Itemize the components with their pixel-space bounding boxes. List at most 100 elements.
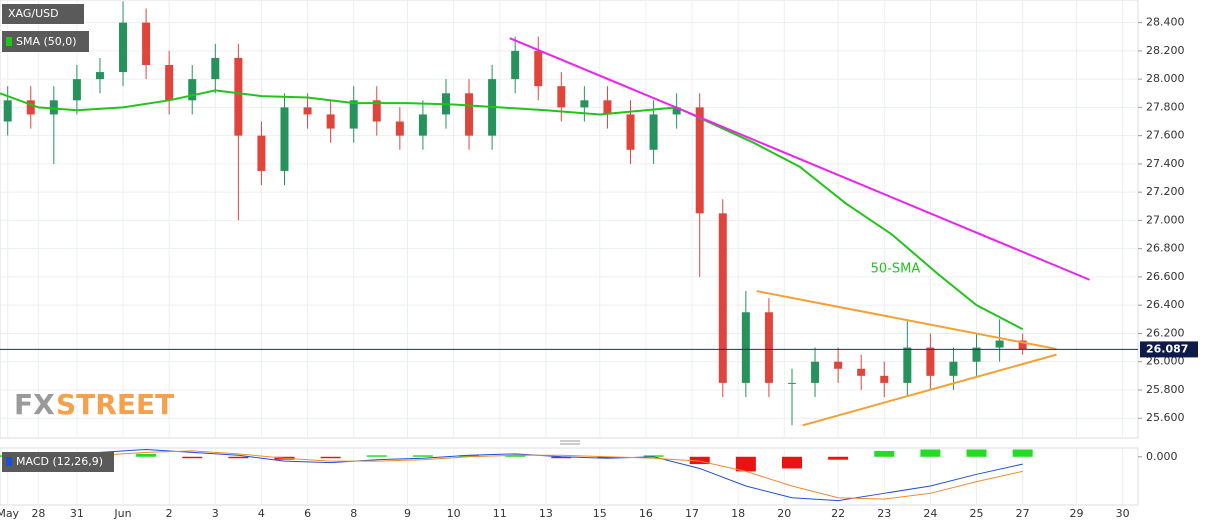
candle-body: [672, 107, 681, 115]
macd-histogram-bar: [689, 456, 710, 465]
x-tick-label: 25: [970, 507, 984, 520]
candle-body: [165, 64, 174, 101]
legend-macd: MACD (12,26,9): [16, 455, 103, 468]
candle-body: [3, 100, 12, 122]
candle-body: [603, 100, 612, 115]
trendline: [509, 37, 1090, 281]
x-tick-label: 3: [212, 507, 219, 520]
y-tick-label: 0.000: [1146, 450, 1178, 463]
candle-body: [395, 121, 404, 136]
macd-histogram-bar: [551, 456, 572, 459]
candle-body: [142, 22, 151, 65]
candle-body: [257, 135, 266, 171]
x-tick-label: 23: [877, 507, 891, 520]
y-tick-label: 28.200: [1146, 44, 1185, 57]
candle-body: [995, 340, 1004, 348]
candle-body: [211, 57, 220, 80]
candle-body: [741, 312, 750, 383]
macd-histogram-bar: [966, 449, 987, 457]
macd-histogram-bar: [228, 456, 249, 459]
macd-histogram-bar: [874, 450, 895, 457]
candle-body: [972, 347, 981, 362]
legend-box: [2, 31, 89, 52]
x-tick-label: 6: [304, 507, 311, 520]
x-tick-label: 13: [539, 507, 553, 520]
y-tick-label: 27.200: [1146, 185, 1185, 198]
y-tick-label: 28.400: [1146, 16, 1185, 29]
legend-swatch: [6, 457, 12, 466]
logo-street: STREET: [56, 388, 174, 421]
x-tick-label: 11: [493, 507, 507, 520]
macd-histogram-bar: [643, 455, 664, 457]
candle-body: [95, 72, 104, 80]
x-tick-label: 24: [923, 507, 937, 520]
x-tick-label: 20: [777, 507, 791, 520]
y-tick-label: 25.600: [1146, 411, 1185, 424]
y-tick-label: 27.000: [1146, 213, 1185, 226]
trendline: [802, 353, 1057, 427]
candle-body: [557, 86, 566, 108]
candle-body: [787, 382, 796, 384]
legend-symbol: XAG/USD: [8, 7, 59, 20]
candle-body: [903, 347, 912, 383]
x-tick-label: 17: [685, 507, 699, 520]
current-price-box: [1140, 341, 1198, 358]
x-tick-label: 29: [1069, 507, 1083, 520]
price-pane: [0, 0, 1139, 439]
trendline: [756, 290, 1057, 350]
y-tick-label: 26.800: [1146, 242, 1185, 255]
candle-body: [857, 368, 866, 376]
candle-body: [188, 79, 197, 101]
legend-swatch: [6, 37, 12, 46]
candle-body: [926, 347, 935, 376]
y-tick-label: 26.600: [1146, 270, 1185, 283]
x-tick-label: 2: [166, 507, 173, 520]
current-price-label: 26.087: [1146, 342, 1188, 355]
candle-body: [511, 50, 520, 80]
candle-body: [834, 361, 843, 369]
macd-histogram-bar: [781, 456, 802, 469]
x-tick-label: 27: [1016, 507, 1030, 520]
x-tick-label: 31: [70, 507, 84, 520]
macd-histogram-bar: [412, 455, 433, 457]
candle-body: [72, 79, 81, 101]
macd-histogram-bar: [459, 455, 480, 457]
macd-histogram-bar: [735, 456, 756, 472]
candle-body: [626, 114, 635, 150]
candle-body: [49, 100, 58, 115]
y-tick-label: 27.800: [1146, 100, 1185, 113]
x-tick-label: 10: [447, 507, 461, 520]
candle-body: [649, 114, 658, 150]
macd-histogram-bar: [597, 456, 618, 459]
legend-indicator: SMA (50,0): [16, 35, 77, 48]
x-tick-label: 4: [258, 507, 265, 520]
legend-box: [2, 4, 84, 24]
macd-histogram-bar: [920, 449, 941, 457]
y-tick-label: 26.200: [1146, 326, 1185, 339]
candle-body: [280, 107, 289, 171]
candle-body: [119, 22, 128, 73]
candle-body: [26, 100, 35, 115]
x-tick-label: 30: [1116, 507, 1130, 520]
macd-histogram-bar: [505, 455, 526, 457]
y-tick-label: 26.000: [1146, 355, 1185, 368]
candle-body: [349, 100, 358, 129]
candle-body: [1018, 340, 1027, 349]
signal-line: [7, 450, 1023, 500]
macd-histogram-bar: [366, 455, 387, 457]
candle-body: [234, 57, 243, 136]
candle-body: [580, 100, 589, 108]
macd-histogram-bar: [136, 453, 157, 457]
sma-line: [0, 89, 1024, 331]
candle-body: [534, 50, 543, 87]
candle-body: [764, 312, 773, 383]
x-tick-label: May: [0, 507, 20, 520]
candle-body: [695, 107, 704, 214]
candle-body: [880, 375, 889, 383]
y-tick-label: 28.000: [1146, 72, 1185, 85]
x-tick-label: 15: [593, 507, 607, 520]
x-tick-label: 16: [639, 507, 653, 520]
macd-histogram-bar: [828, 456, 849, 460]
x-tick-label: Jun: [113, 507, 131, 520]
